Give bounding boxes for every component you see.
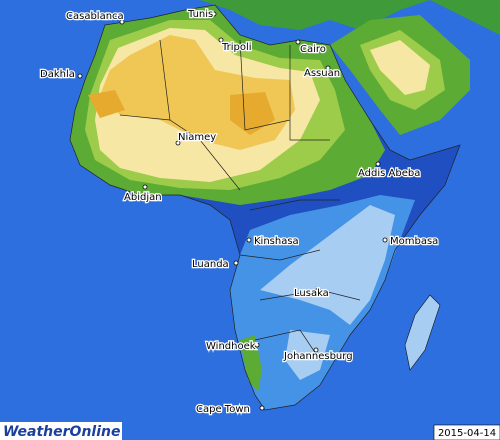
city-dot [382, 237, 388, 243]
city-dot [142, 184, 148, 190]
logo-box [0, 422, 122, 440]
city-dot [315, 287, 321, 293]
city-label: Lusaka [294, 288, 329, 299]
city-dot [313, 347, 319, 353]
city-dot [233, 260, 239, 266]
city-dot [254, 342, 260, 348]
city-dot [119, 19, 125, 25]
light-rain [260, 205, 395, 380]
date-box [433, 424, 500, 440]
city-dot [77, 73, 83, 79]
cities: Casablanca Tunis Tripoli Cairo Assuan Da… [39, 8, 440, 417]
city-label: Luanda [192, 259, 229, 270]
city-dot [325, 65, 331, 71]
namib [240, 335, 262, 392]
north-land [150, 0, 500, 35]
city-dot [295, 39, 301, 45]
city-label: Abidjan [124, 192, 162, 203]
city-label: Cairo [300, 44, 326, 55]
city-label: Tripoli [221, 42, 252, 53]
city-dot [259, 405, 265, 411]
city-dot [375, 161, 381, 167]
city-label: Windhoek [206, 341, 256, 352]
city-label: Addis Abeba [358, 168, 420, 179]
city-label: Assuan [304, 68, 340, 79]
arabia-desert [370, 40, 430, 95]
logo: WeatherOnline [3, 424, 120, 440]
city-label: Cape Town [196, 404, 250, 415]
city-label: Tunis [187, 9, 213, 20]
city-dot [175, 140, 181, 146]
madagascar [404, 294, 441, 371]
city-label: Johannesburg [283, 351, 353, 362]
city-label: Niamey [178, 132, 216, 143]
city-label: Casablanca [66, 11, 124, 22]
city-dot [211, 11, 217, 17]
date: 2015-04-14 [438, 428, 496, 439]
city-dot [246, 237, 252, 243]
hot-desert [88, 90, 275, 135]
city-label: Kinshasa [254, 236, 299, 247]
city-label: Dakhla [40, 69, 75, 80]
city-dot [218, 37, 224, 43]
city-label: Mombasa [390, 236, 438, 247]
